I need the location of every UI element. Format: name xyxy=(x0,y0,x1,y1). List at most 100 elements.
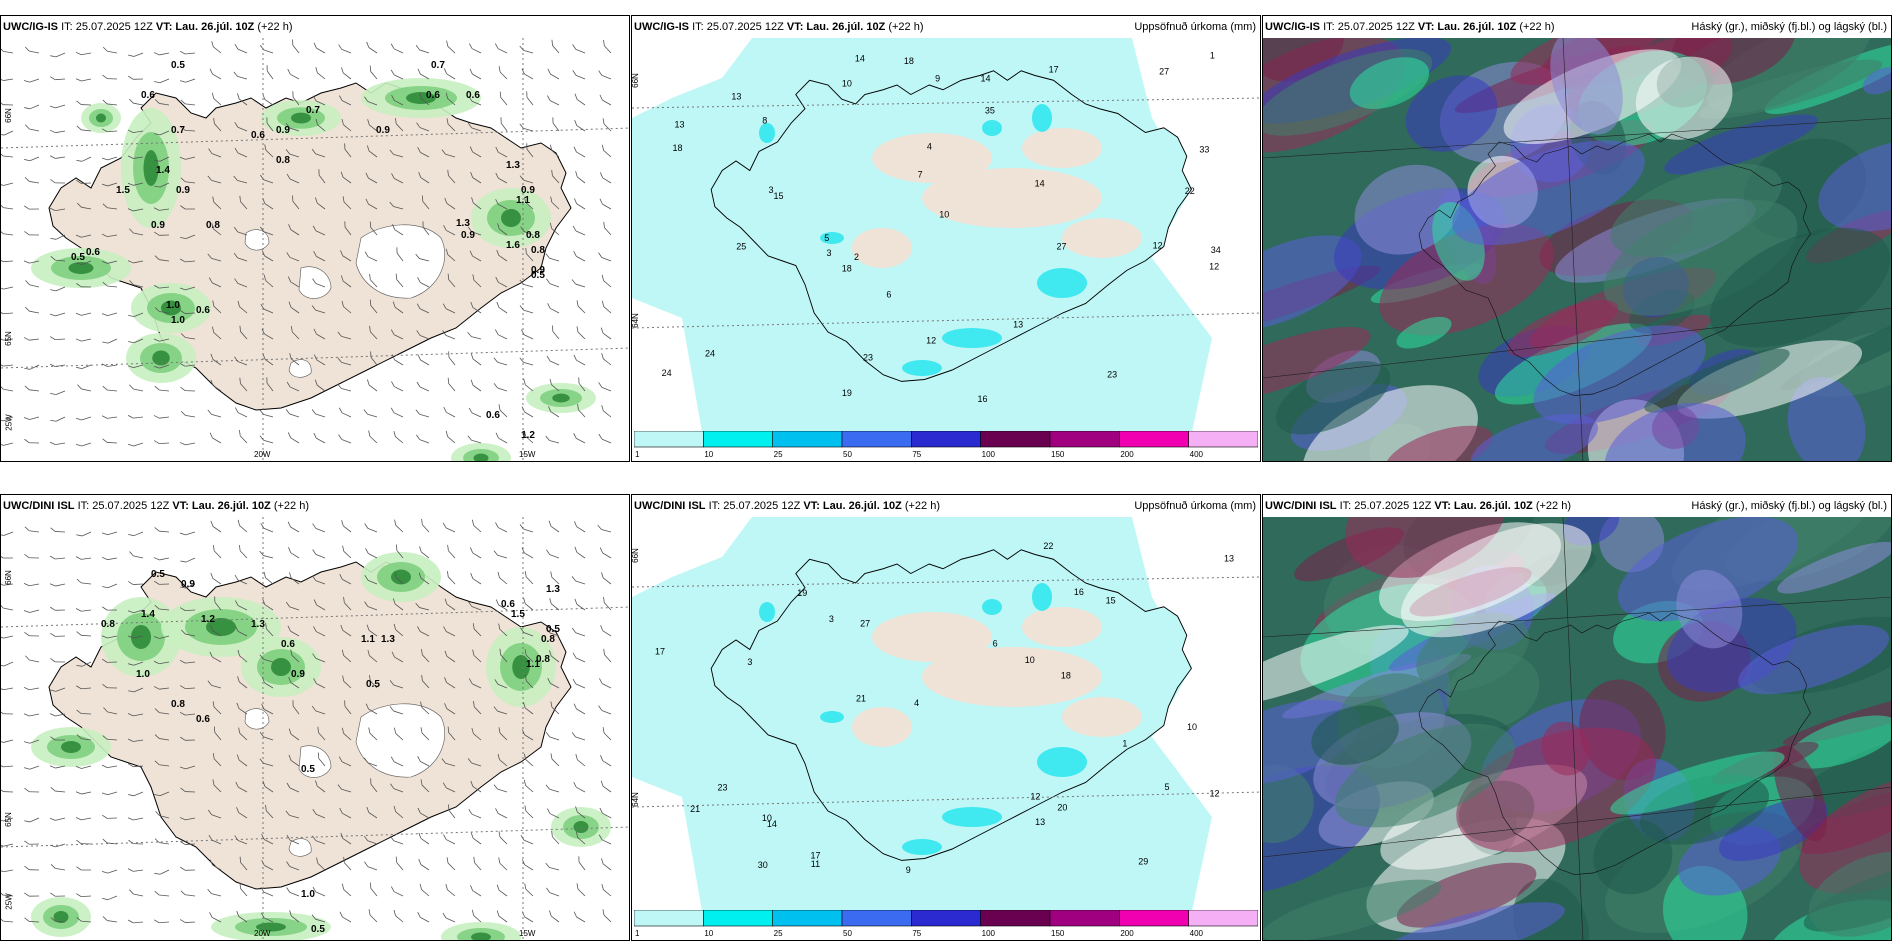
precip-value-label: 15 xyxy=(774,191,784,201)
colorbar-swatch xyxy=(1188,910,1258,927)
precip-value-label: 18 xyxy=(842,263,852,273)
precip-value-label: 24 xyxy=(705,348,715,358)
lead-time: (+22 h) xyxy=(273,500,310,512)
precip-value-label: 0.6 xyxy=(426,90,440,101)
wind-map: 0.50.90.81.4 1.2 1.30.60.90.50.61.00.81.1 1… xyxy=(1,517,629,940)
init-time: IT: 25.07.2025 12Z xyxy=(61,21,153,33)
colorbar-tick-label: 25 xyxy=(774,929,783,938)
panel-header: UWC/IG-IS IT: 25.07.2025 12Z VT: Lau. 26… xyxy=(632,16,1260,38)
colorbar-tick-label: 150 xyxy=(1051,450,1065,459)
precip-value-label: 13 xyxy=(731,91,741,101)
precip-value-label: 24 xyxy=(662,368,672,378)
model-name: UWC/DINI ISL xyxy=(1265,500,1337,512)
precip-value-label: 12 xyxy=(1030,792,1040,802)
model-name: UWC/DINI ISL xyxy=(3,500,75,512)
precip-value-label: 0.6 xyxy=(466,90,480,101)
precip-value-label: 30 xyxy=(758,860,768,870)
precip-value-label: 0.8 xyxy=(541,634,555,645)
precip-value-label: 7 xyxy=(918,170,923,180)
colorbar-tick-label: 100 xyxy=(982,929,996,938)
colorbar-swatch xyxy=(911,431,981,448)
precip-value-label: 6 xyxy=(886,290,891,300)
colorbar-swatch xyxy=(1188,431,1258,448)
precip-value-label: 16 xyxy=(977,394,987,404)
precip-value-label: 0.9 xyxy=(151,220,165,231)
lead-time: (+22 h) xyxy=(1535,500,1572,512)
precip-value-label: 0.5 xyxy=(301,764,315,775)
precip-value-label: 18 xyxy=(904,56,914,66)
precip-value-label: 6 xyxy=(993,638,998,648)
precip-value-label: 14 xyxy=(980,73,990,83)
colorbar-tick-label: 1 xyxy=(635,929,640,938)
colorbar-swatch xyxy=(911,910,981,927)
precip-value-label: 1.3 xyxy=(456,218,470,229)
precip-value-label: 0.7 xyxy=(171,125,185,136)
panel-header: UWC/DINI ISL IT: 25.07.2025 12Z VT: Lau.… xyxy=(632,495,1260,517)
axis-label-64n: 64N xyxy=(631,792,640,807)
precip-value-label: 17 xyxy=(1049,64,1059,74)
precip-value-label: 0.9 xyxy=(531,265,545,276)
precip-value-label: 12 xyxy=(926,335,936,345)
precip-value-label: 0.8 xyxy=(171,699,185,710)
precip-value-label: 1.6 xyxy=(506,240,520,251)
precip-value-label: 0.9 xyxy=(276,125,290,136)
precip-value-label: 0.6 xyxy=(196,305,210,316)
precip-value-label: 5 xyxy=(824,233,829,243)
cloud-map xyxy=(1263,38,1891,461)
axis-label-15w: 15W xyxy=(519,929,536,938)
colorbar-swatch xyxy=(841,431,912,448)
lead-time: (+22 h) xyxy=(1519,21,1555,33)
precip-value-label: 1.5 xyxy=(116,185,130,196)
precip-value-label: 8 xyxy=(762,116,767,126)
precip-value-label: 4 xyxy=(914,698,919,708)
axis-label-64n: 64N xyxy=(631,313,640,328)
precip-value-label: 0.7 xyxy=(306,105,320,116)
precip-value-label: 20 xyxy=(1057,802,1067,812)
precip-title: Uppsöfnuð úrkoma (mm) xyxy=(1134,500,1256,512)
precip-value-label: 33 xyxy=(1199,144,1209,154)
precip-colorbar: 1 10 25 50 75 100 150 200 400 xyxy=(634,431,1258,459)
valid-time: Lau. 26.júl. 10Z xyxy=(191,500,271,512)
precip-title: Uppsöfnuð úrkoma (mm) xyxy=(1134,21,1256,33)
lead-time: (+22 h) xyxy=(257,21,293,33)
precip-value-label: 18 xyxy=(672,143,682,153)
precip-value-label: 13 xyxy=(1224,554,1234,564)
cloud-title: Háský (gr.), miðský (fj.bl.) og lágský (… xyxy=(1691,500,1887,512)
precip-value-label: 14 xyxy=(855,53,865,63)
axis-label-66n: 66N xyxy=(631,548,640,563)
precip-value-label: 0.5 xyxy=(71,252,85,263)
precip-value-label: 1.4 xyxy=(156,165,170,176)
precip-value-label: 14 xyxy=(767,819,777,829)
precip-value-label: 1.1 xyxy=(526,659,540,670)
colorbar-tick-label: 100 xyxy=(982,450,996,459)
cloud-title: Háský (gr.), miðský (fj.bl.) og lágský (… xyxy=(1691,21,1887,33)
valid-time: Lau. 26.júl. 10Z xyxy=(822,500,902,512)
precip-value-label: 10 xyxy=(1187,722,1197,732)
precip-value-label: 0.9 xyxy=(461,230,475,241)
panel-header: UWC/DINI ISL IT: 25.07.2025 12Z VT: Lau.… xyxy=(1,495,629,517)
wind-precip-panel-bottom: UWC/DINI ISL IT: 25.07.2025 12Z VT: Lau.… xyxy=(0,494,630,941)
colorbar-tick-label: 75 xyxy=(912,929,921,938)
precip-value-label: 1.4 xyxy=(141,609,155,620)
colorbar-tick-label: 50 xyxy=(843,450,852,459)
colorbar-swatch xyxy=(1049,910,1120,927)
init-time: IT: 25.07.2025 12Z xyxy=(1339,500,1432,512)
axis-label-20w: 20W xyxy=(254,450,271,459)
precip-value-label: 12 xyxy=(1153,240,1163,250)
colorbar-swatch xyxy=(634,910,704,927)
precip-value-label: 17 xyxy=(655,646,665,656)
cloud-panel-bottom: UWC/DINI ISL IT: 25.07.2025 12Z VT: Lau.… xyxy=(1262,494,1892,941)
colorbar-tick-label: 400 xyxy=(1190,450,1204,459)
panel-header: UWC/DINI ISL IT: 25.07.2025 12Z VT: Lau.… xyxy=(1263,495,1891,517)
precip-value-label: 0.9 xyxy=(176,185,190,196)
vt-label: VT: xyxy=(803,500,820,512)
precip-value-label: 23 xyxy=(717,782,727,792)
precip-value-label: 0.5 xyxy=(151,569,165,580)
precip-value-label: 1.1 xyxy=(516,195,530,206)
precip-value-label: 12 xyxy=(1210,789,1220,799)
precip-value-label: 0.6 xyxy=(251,130,265,141)
precip-value-label: 14 xyxy=(1035,179,1045,189)
colorbar-tick-label: 75 xyxy=(912,450,921,459)
precip-value-label: 3 xyxy=(747,657,752,667)
cloud-panel-top: UWC/IG-IS IT: 25.07.2025 12Z VT: Lau. 26… xyxy=(1262,15,1892,462)
